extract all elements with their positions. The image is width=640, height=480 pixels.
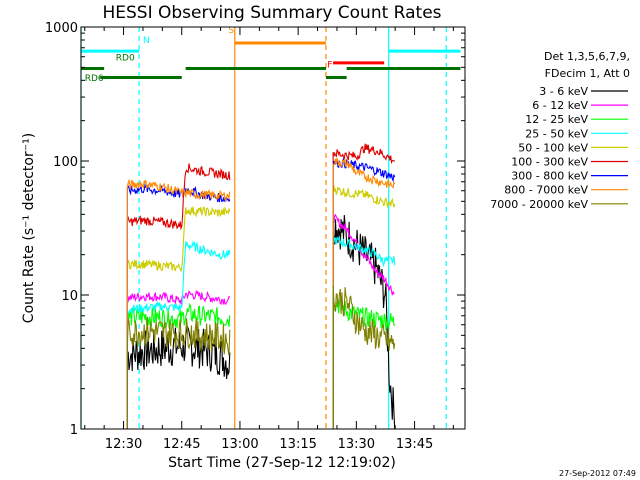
series-7 xyxy=(126,157,396,429)
series-line xyxy=(126,302,231,429)
series-5 xyxy=(126,143,396,429)
flag-bars: N S F RD0 RD6 xyxy=(81,26,461,84)
series-line xyxy=(126,163,231,429)
series-3 xyxy=(126,235,396,429)
series-line xyxy=(126,240,231,429)
y-tick-label: 1000 xyxy=(45,21,78,36)
time-markers xyxy=(80,27,447,429)
flag-label: F xyxy=(327,60,332,70)
series-8 xyxy=(126,285,396,429)
x-tick-label: 13:15 xyxy=(279,437,316,452)
y-tick-label: 1 xyxy=(70,423,78,438)
flag-label: RD6 xyxy=(85,74,104,84)
legend: Det 1,3,5,6,7,9, FDecim 1, Att 0 3 - 6 keV… xyxy=(490,50,630,211)
series-line xyxy=(332,185,396,429)
series-line xyxy=(332,215,396,430)
flag-label: RD0 xyxy=(116,54,135,64)
legend-header-line: FDecim 1, Att 0 xyxy=(545,67,630,80)
series-line xyxy=(332,213,395,429)
legend-entry-label: 100 - 300 keV xyxy=(511,156,588,169)
y-tick-label: 100 xyxy=(53,155,78,170)
plot-timestamp: 27-Sep-2012 07:49 xyxy=(559,469,636,478)
series-4 xyxy=(126,185,396,429)
series-line xyxy=(126,206,231,429)
legend-entry-label: 50 - 100 keV xyxy=(518,141,588,154)
legend-entry-label: 300 - 800 keV xyxy=(511,170,588,183)
flag-label: N xyxy=(143,36,150,46)
series-line xyxy=(332,295,396,429)
chart-title: HESSI Observing Summary Count Rates xyxy=(102,3,441,23)
y-tick-label: 10 xyxy=(61,289,78,304)
series-line xyxy=(126,289,231,429)
x-tick-label: 13:30 xyxy=(338,437,375,452)
series-line xyxy=(332,157,396,429)
series-6 xyxy=(126,157,396,429)
series-line xyxy=(332,235,396,429)
series-1 xyxy=(126,213,395,429)
x-tick-label: 12:45 xyxy=(163,437,200,452)
legend-entry-label: 7000 - 20000 keV xyxy=(490,198,588,211)
series-line xyxy=(332,143,396,429)
x-tick-label: 13:45 xyxy=(396,437,433,452)
series-line xyxy=(332,285,396,429)
series-lines xyxy=(126,143,396,430)
legend-header-line: Det 1,3,5,6,7,9, xyxy=(544,50,630,63)
y-axis-label: Count Rate (s⁻¹ detector⁻¹) xyxy=(21,133,37,323)
x-axis-label: Start Time (27-Sep-12 12:19:02) xyxy=(168,455,396,471)
legend-entry-label: 3 - 6 keV xyxy=(539,85,588,98)
series-line xyxy=(126,178,231,429)
legend-entry-label: 6 - 12 keV xyxy=(532,99,588,112)
flag-label: S xyxy=(228,26,234,36)
series-line xyxy=(126,316,231,429)
x-tick-label: 12:30 xyxy=(105,437,142,452)
legend-entry-label: 25 - 50 keV xyxy=(525,127,588,140)
legend-entry-label: 800 - 7000 keV xyxy=(504,184,588,197)
axes: 12:30 12:45 13:00 13:15 13:30 13:45 1 10 100 1000 xyxy=(45,21,465,452)
legend-entry-label: 12 - 25 keV xyxy=(525,113,588,126)
x-tick-label: 13:00 xyxy=(221,437,258,452)
plot-frame xyxy=(80,26,466,430)
